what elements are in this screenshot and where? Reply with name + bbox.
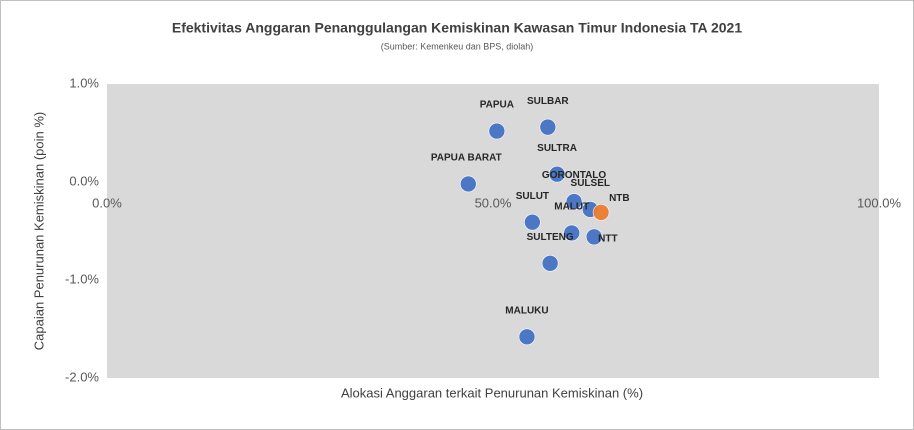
point — [592, 204, 610, 221]
point-label: NTT — [598, 234, 617, 245]
x-tick-label: 100.0% — [857, 195, 902, 210]
point — [563, 224, 581, 242]
point-label: SULBAR — [527, 96, 569, 107]
point-label: SULSEL — [571, 178, 610, 189]
point-label: MALUT — [554, 202, 589, 213]
point-label: NTB — [609, 193, 630, 204]
y-tick-label: 0.0% — [69, 173, 99, 188]
point — [524, 213, 541, 231]
point-label: SULUT — [516, 191, 549, 202]
chart-title: Efektivitas Anggaran Penanggulangan Kemi… — [172, 20, 742, 36]
point — [459, 175, 477, 193]
y-tick-label: -2.0% — [65, 369, 99, 384]
point-label: PAPUA BARAT — [431, 153, 502, 164]
x-tick-label: 0.0% — [92, 195, 122, 210]
x-tick-label: 50.0% — [475, 195, 512, 210]
y-tick-label: -1.0% — [65, 271, 99, 286]
point — [541, 255, 559, 272]
point-label: PAPUA — [480, 100, 514, 111]
chart-subtitle: (Sumber: Kemenkeu dan BPS, diolah) — [381, 41, 534, 51]
point — [518, 328, 536, 346]
point — [585, 228, 603, 246]
y-axis-title: Capaian Penurunan Kemiskinan (poin %) — [31, 112, 46, 350]
point — [548, 165, 566, 183]
point — [539, 118, 557, 136]
point-label: MALUKU — [505, 305, 548, 316]
point-label: SULTENG — [527, 232, 574, 243]
point-label: SULTRA — [537, 143, 577, 154]
point-label: GORONTALO — [542, 170, 606, 181]
y-tick-label: 1.0% — [69, 75, 99, 90]
x-axis-title: Alokasi Anggaran terkait Penurunan Kemis… — [341, 385, 643, 400]
point — [488, 122, 506, 140]
point — [565, 193, 583, 210]
